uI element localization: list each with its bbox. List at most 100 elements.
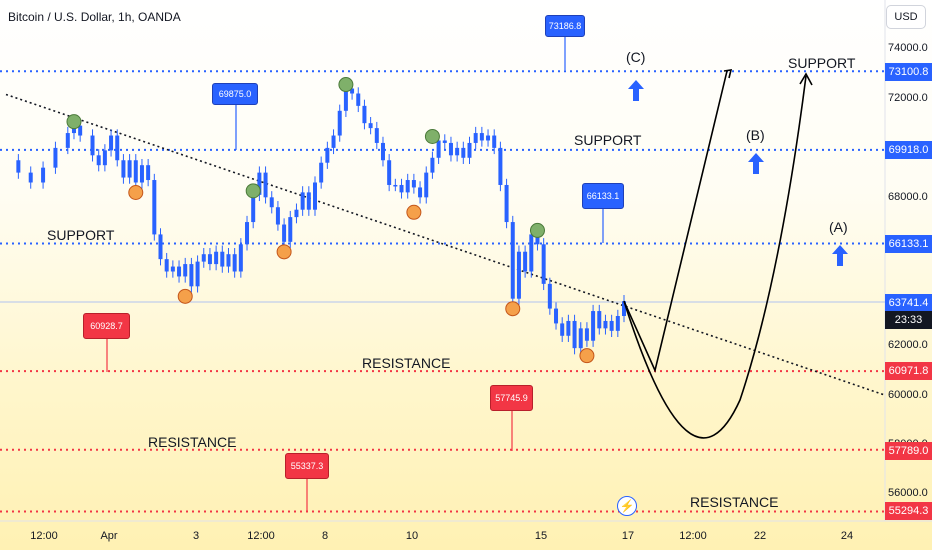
xtick-11: 24 (840, 530, 854, 542)
callout-60928[interactable]: 60928.7 (83, 313, 130, 339)
candle-body (473, 133, 478, 143)
candle-body (442, 140, 447, 143)
swing-high-marker-5 (529, 222, 545, 238)
price-tag-69918: 69918.0 (885, 141, 932, 159)
candle-body (319, 162, 324, 183)
candle-body (313, 182, 317, 210)
callout-73186[interactable]: 73186.8 (545, 15, 585, 37)
candle-body (177, 266, 182, 277)
candle-body (424, 172, 429, 198)
candle-body (609, 320, 614, 331)
candle-body (232, 254, 237, 272)
xtick-1: 12:00 (30, 530, 58, 542)
wave-label-b: (B) (746, 127, 765, 143)
candle-body (430, 157, 435, 173)
xtick-4: 12:00 (247, 530, 275, 542)
candle-body (16, 160, 21, 173)
xtick-3: 3 (192, 530, 200, 542)
candle-body (275, 207, 280, 225)
current-price-tag: 63741.4 (885, 294, 932, 312)
candle-body (393, 184, 398, 187)
callout-66133[interactable]: 66133.1 (582, 183, 624, 209)
candle-body (53, 147, 58, 168)
candle-body (461, 147, 466, 158)
xtick-5: 8 (321, 530, 329, 542)
candle-body (109, 135, 114, 151)
candle-body (183, 264, 188, 277)
projection-arrowhead-1 (723, 69, 733, 79)
candle-body (584, 328, 589, 341)
candle-body (71, 125, 76, 134)
support-label-top-right: SUPPORT (788, 55, 856, 71)
candle-body (343, 88, 348, 111)
candle-body (368, 123, 373, 129)
projection-path-2 (623, 75, 807, 439)
candle-body (504, 184, 509, 223)
countdown-tag: 23:33 (885, 311, 932, 329)
ytick-68000: 68000.0 (888, 191, 928, 203)
candle-body (547, 283, 552, 309)
candle-body (263, 172, 268, 198)
candle-body (170, 266, 175, 272)
candle-body (133, 160, 138, 183)
xtick-10: 22 (753, 530, 767, 542)
candle-body (578, 328, 583, 349)
candle-body (96, 155, 101, 166)
candle-body (448, 142, 453, 156)
candle-body (127, 160, 132, 178)
candle-body (251, 194, 256, 223)
candle-body (554, 308, 559, 324)
candle-body (362, 105, 367, 124)
swing-low-marker-6 (579, 348, 595, 364)
candle-body (245, 222, 250, 245)
callout-69875[interactable]: 69875.0 (212, 83, 258, 105)
candle-body (325, 147, 330, 163)
swing-low-marker-2 (177, 288, 193, 304)
flash-icon[interactable]: ⚡ (617, 496, 637, 516)
candle-body (566, 320, 571, 336)
candle-body (207, 254, 212, 265)
candle-body (288, 217, 293, 242)
candle-body (282, 224, 287, 242)
currency-button[interactable]: USD (886, 5, 926, 29)
callout-55337[interactable]: 55337.3 (285, 453, 329, 479)
price-tag-55294: 55294.3 (885, 502, 932, 520)
candle-body (436, 140, 441, 158)
resistance-label-left: RESISTANCE (148, 434, 237, 450)
candle-body (121, 160, 126, 178)
candle-body (152, 180, 157, 235)
candle-body (350, 88, 355, 94)
candle-body (492, 135, 497, 148)
support-label-left: SUPPORT (47, 227, 115, 243)
candle-body (479, 133, 484, 141)
candle-body (139, 165, 144, 183)
candle-body (238, 244, 243, 272)
xtick-9: 12:00 (679, 530, 707, 542)
candle-body (374, 128, 379, 143)
candle-body (201, 254, 206, 262)
swing-low-marker-4 (406, 204, 422, 220)
ytick-60000: 60000.0 (888, 389, 928, 401)
swing-high-marker-1 (66, 114, 82, 130)
swing-high-marker-3 (338, 77, 354, 93)
candle-body (455, 147, 460, 156)
xtick-2: Apr (100, 530, 118, 542)
candle-body (115, 135, 120, 161)
candle-body (78, 125, 83, 136)
candle-body (603, 320, 608, 329)
callout-57745[interactable]: 57745.9 (490, 385, 533, 411)
candle-body (510, 222, 515, 299)
price-tag-60971: 60971.8 (885, 362, 932, 380)
candle-body (102, 150, 107, 166)
ytick-62000: 62000.0 (888, 339, 928, 351)
swing-high-marker-2 (245, 183, 261, 199)
candle-body (516, 251, 521, 299)
swing-high-marker-4 (424, 128, 440, 144)
candle-body (220, 251, 225, 267)
candle-body (337, 110, 342, 136)
candle-body (356, 93, 361, 106)
swing-low-marker-1 (128, 185, 144, 200)
candle-body (597, 311, 602, 329)
